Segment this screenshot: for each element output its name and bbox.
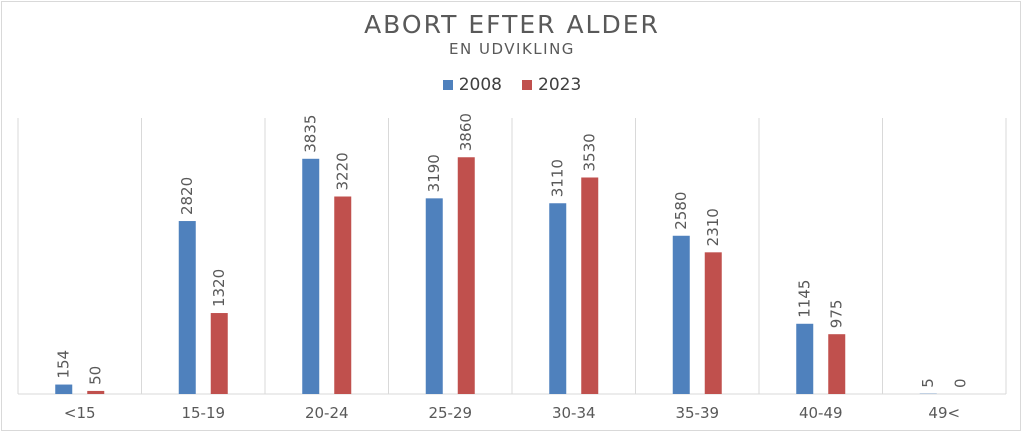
x-tick-label: 25-29 [428, 404, 472, 422]
bar-2008-1 [178, 221, 196, 394]
legend-item-2008: 2008 [442, 75, 502, 95]
bar-2008-2 [302, 158, 320, 394]
data-label-2008-5: 2580 [672, 192, 690, 230]
bar-2023-5 [704, 252, 722, 394]
legend-label-2023: 2023 [538, 75, 582, 95]
data-label-2008-6: 1145 [796, 280, 814, 318]
data-label-2008-7: 5 [919, 378, 937, 388]
x-tick-label: <15 [64, 404, 96, 422]
chart-subtitle: EN UDVIKLING [449, 40, 575, 58]
data-label-2008-2: 3835 [302, 115, 320, 153]
data-label-2023-6: 975 [828, 300, 846, 329]
bar-2023-0 [87, 390, 105, 394]
bar-2023-4 [581, 177, 599, 394]
bar-2023-3 [457, 157, 475, 394]
x-tick-label: 40-49 [799, 404, 843, 422]
data-label-2023-1: 1320 [210, 269, 228, 307]
chart-title: ABORT EFTER ALDER [364, 10, 660, 39]
legend-label-2008: 2008 [458, 75, 502, 95]
bar-2008-4 [549, 203, 567, 394]
data-label-2023-7: 0 [951, 378, 969, 388]
bar-2008-0 [55, 384, 73, 394]
bar-2008-3 [425, 198, 443, 394]
data-label-2008-1: 2820 [178, 177, 196, 215]
legend-swatch-2008 [442, 80, 453, 90]
data-label-2008-4: 3110 [549, 159, 567, 197]
chart-legend: 2008 2023 [0, 75, 1024, 95]
bar-2023-1 [210, 313, 228, 394]
bar-2008-6 [796, 323, 814, 394]
data-label-2023-5: 2310 [704, 208, 722, 246]
x-tick-label: 35-39 [675, 404, 719, 422]
x-tick-label: 20-24 [305, 404, 349, 422]
data-label-2008-0: 154 [55, 350, 73, 379]
bar-2023-6 [828, 334, 846, 394]
bar-2023-2 [334, 196, 352, 394]
data-label-2023-0: 50 [87, 366, 105, 385]
bar-2008-5 [672, 235, 690, 394]
legend-item-2023: 2023 [522, 75, 581, 95]
data-label-2023-4: 3530 [581, 133, 599, 171]
data-label-2023-2: 3220 [334, 152, 352, 190]
legend-swatch-2023 [522, 80, 532, 90]
x-tick-label: 30-34 [552, 404, 596, 422]
data-label-2023-3: 3860 [457, 113, 475, 151]
data-label-2008-3: 3190 [425, 154, 443, 192]
x-tick-label: 15-19 [181, 404, 225, 422]
x-tick-label: 49< [928, 404, 960, 422]
